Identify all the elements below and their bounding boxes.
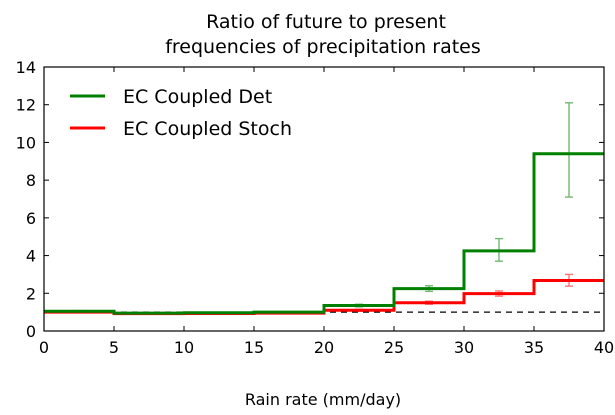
y-tick-label: 2 (26, 284, 36, 303)
y-tick-label: 8 (26, 171, 36, 190)
y-tick-label: 0 (26, 322, 36, 341)
y-tick-label: 12 (16, 96, 36, 115)
x-tick-label: 30 (454, 338, 474, 357)
y-axis-ticks: 0 2 4 6 8 10 12 14 (16, 58, 604, 341)
x-tick-label: 35 (524, 338, 544, 357)
x-tick-label: 10 (174, 338, 194, 357)
x-tick-label: 25 (384, 338, 404, 357)
y-tick-label: 6 (26, 209, 36, 228)
x-tick-label: 0 (39, 338, 49, 357)
y-tick-label: 14 (16, 58, 36, 77)
x-tick-label: 5 (109, 338, 119, 357)
x-tick-label: 20 (314, 338, 334, 357)
chart-title-line-2: frequencies of precipitation rates (165, 36, 481, 58)
x-axis-label: Rain rate (mm/day) (245, 390, 401, 409)
errorbar (565, 102, 573, 198)
x-tick-label: 15 (244, 338, 264, 357)
x-tick-label: 40 (594, 338, 614, 357)
series-det (44, 102, 604, 315)
chart-title: Ratio of future to present frequencies o… (165, 11, 481, 58)
legend-label: EC Coupled Stoch (123, 118, 292, 140)
legend: EC Coupled Det EC Coupled Stoch (70, 86, 292, 140)
chart-title-line-1: Ratio of future to present (206, 11, 446, 33)
y-tick-label: 10 (16, 133, 36, 152)
y-tick-label: 4 (26, 247, 36, 266)
series-line (44, 152, 604, 315)
legend-label: EC Coupled Det (123, 86, 272, 108)
x-axis-ticks: 0 5 10 15 20 25 30 35 40 (39, 67, 614, 357)
